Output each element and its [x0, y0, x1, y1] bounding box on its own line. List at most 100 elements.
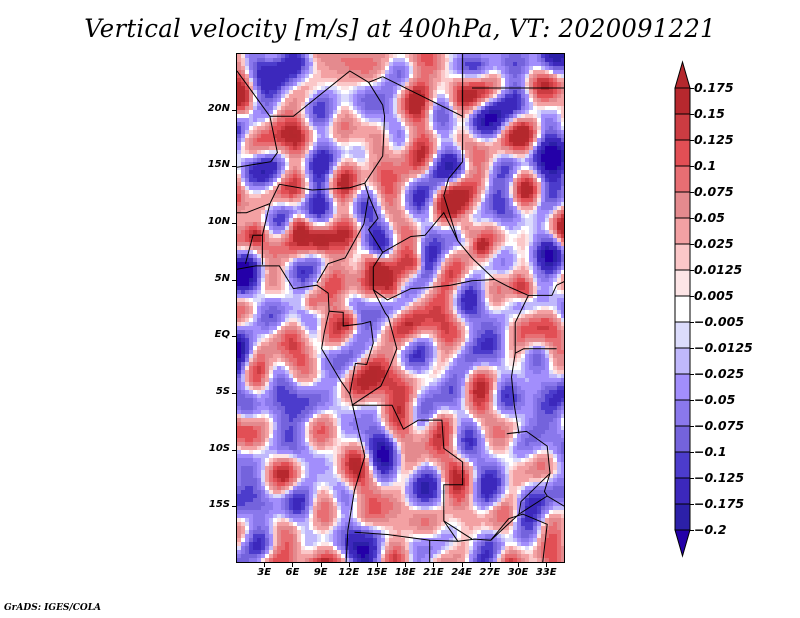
colorbar-box [674, 321, 691, 349]
x-tick-label: 12E [338, 567, 360, 578]
y-tick-label: 15S [208, 499, 230, 511]
border-line [514, 348, 557, 354]
map-plot-area [236, 53, 565, 563]
y-tick-mark [232, 166, 236, 168]
border-line [237, 265, 366, 562]
y-tick-label: 15N [207, 159, 230, 171]
x-tick-mark [518, 563, 519, 567]
colorbar-tick [690, 114, 694, 115]
x-tick-mark [433, 563, 435, 567]
colorbar-label: −0.175 [694, 496, 745, 511]
colorbar-box [674, 347, 691, 375]
colorbar-label: 0.0125 [694, 262, 743, 277]
country-borders [237, 54, 564, 562]
x-tick-mark [489, 563, 491, 567]
border-line [269, 70, 383, 117]
colorbar-tick [690, 478, 694, 479]
border-line [510, 295, 529, 434]
x-tick-label: 15E [366, 567, 388, 578]
x-tick-mark [461, 563, 463, 567]
colorbar-label: −0.05 [694, 392, 736, 407]
y-tick-mark [232, 336, 236, 338]
colorbar-tick [690, 426, 694, 427]
colorbar-label: −0.075 [694, 418, 745, 433]
colorbar-label: −0.2 [694, 522, 727, 537]
y-tick-mark [232, 223, 236, 224]
colorbar-label: 0.125 [694, 132, 734, 147]
colorbar-label: −0.125 [694, 470, 745, 485]
y-tick-mark [232, 393, 236, 394]
y-tick-label: 20N [207, 102, 230, 114]
border-line [382, 211, 529, 296]
colorbar-box [674, 425, 691, 453]
colorbar-box [674, 243, 691, 271]
border-line [490, 513, 548, 562]
border-line [245, 203, 271, 264]
grads-credit: GrADS: IGES/COLA [4, 603, 102, 613]
colorbar-box [674, 87, 691, 115]
border-line [364, 82, 389, 318]
colorbar-label: −0.1 [694, 444, 727, 459]
y-tick-mark [232, 506, 236, 508]
x-tick-mark [405, 563, 407, 567]
colorbar-label: 0.1 [694, 158, 717, 173]
colorbar-box [674, 451, 691, 479]
colorbar-box [674, 503, 691, 531]
shaded-field [237, 54, 564, 562]
colorbar-box [674, 295, 691, 323]
border-line [237, 182, 365, 214]
y-tick-label: EQ [214, 329, 230, 341]
colorbar-label: −0.005 [694, 314, 745, 329]
x-tick-mark [546, 563, 548, 567]
y-tick-label: 10N [207, 216, 230, 227]
x-tick-mark [320, 563, 322, 567]
colorbar-box [674, 399, 691, 427]
y-tick-mark [232, 449, 236, 451]
border-line [351, 316, 398, 406]
x-tick-mark [348, 563, 350, 567]
colorbar-label: 0.175 [694, 80, 734, 95]
colorbar-label: 0.05 [694, 210, 725, 225]
x-tick-mark [264, 563, 266, 567]
colorbar-label: −0.0125 [694, 340, 753, 355]
y-tick-mark [232, 279, 236, 281]
vertical-velocity-field [237, 54, 564, 562]
border-line [237, 70, 278, 168]
colorbar-box [674, 191, 691, 219]
border-line [518, 472, 551, 515]
y-tick-mark [232, 109, 236, 111]
colorbar-tick [690, 348, 694, 349]
colorbar-box [674, 165, 691, 193]
colorbar-tick [690, 244, 694, 245]
y-tick-label: 10S [208, 442, 230, 454]
colorbar-label: 0.075 [694, 184, 734, 199]
colorbar-tick [690, 166, 694, 167]
colorbar-box [674, 139, 691, 167]
border-line [316, 195, 370, 284]
x-tick-label: 6E [285, 567, 300, 578]
colorbar-label: −0.025 [694, 366, 745, 381]
y-tick-label: 5S [215, 386, 230, 397]
colorbar-box [674, 373, 691, 401]
y-tick-label: 5N [214, 272, 230, 284]
border-line [382, 76, 464, 242]
colorbar-tick [690, 140, 694, 141]
colorbar-tick [690, 400, 694, 401]
colorbar-box [674, 217, 691, 245]
chart-title: Vertical velocity [m/s] at 400hPa, VT: 2… [84, 14, 716, 43]
x-tick-mark [377, 563, 378, 567]
colorbar-tick [690, 296, 694, 297]
x-tick-label: 21E [423, 567, 444, 578]
colorbar-tick [690, 452, 694, 453]
colorbar-box [674, 477, 691, 505]
colorbar-box [674, 269, 691, 297]
x-tick-label: 27E [479, 567, 501, 578]
colorbar-extend-min [674, 529, 691, 558]
x-tick-label: 18E [394, 567, 416, 578]
border-line [352, 404, 548, 542]
colorbar-label: 0.005 [694, 288, 734, 303]
x-tick-mark [292, 563, 294, 567]
colorbar-box [674, 113, 691, 141]
colorbar-tick [690, 504, 694, 505]
colorbar-extend-max [674, 60, 691, 89]
